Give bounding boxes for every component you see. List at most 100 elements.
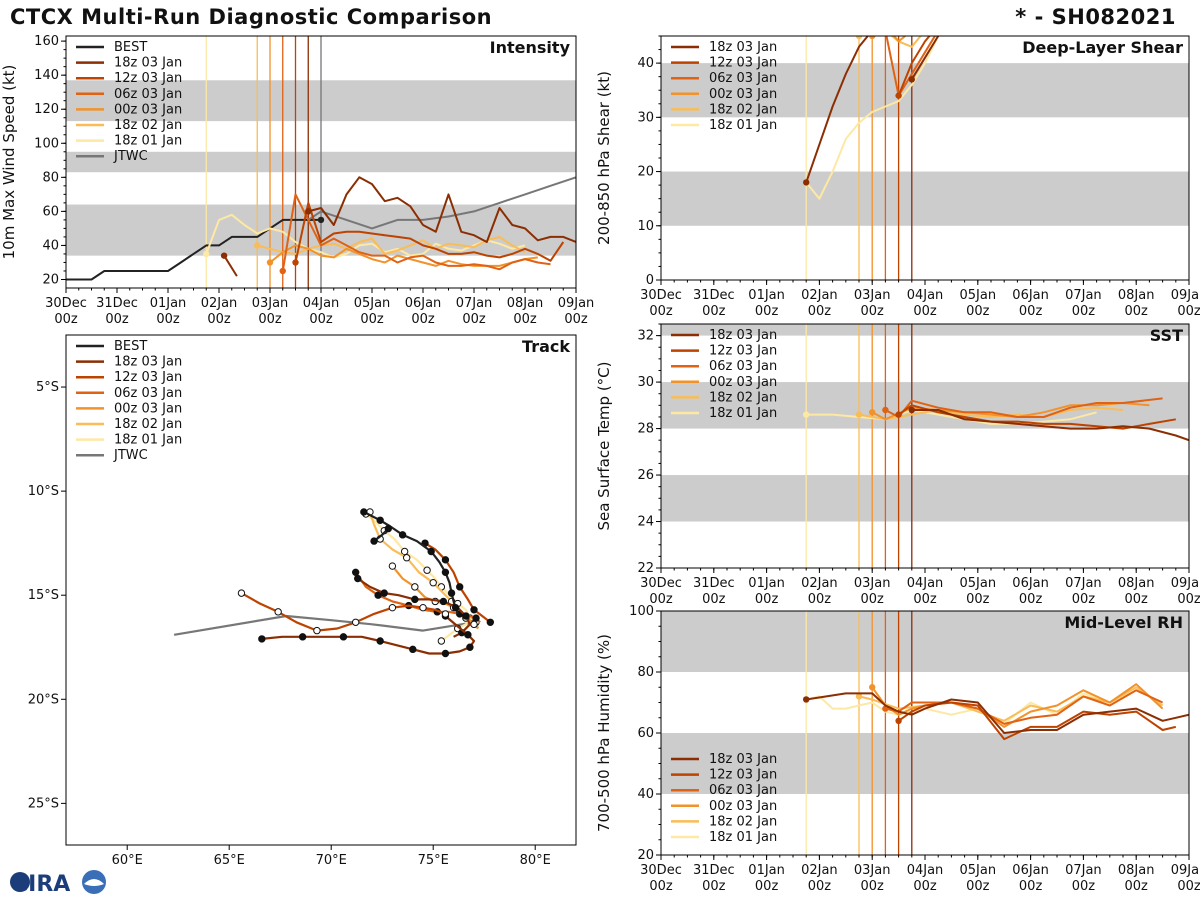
rh-xtick-label: 00z xyxy=(1125,879,1149,894)
track-point-18z-02-jan xyxy=(402,554,411,562)
track-line-jtwc-0 xyxy=(173,614,475,636)
track-point-18z-03-jan xyxy=(339,633,348,641)
shear-legend-label-18z-01-jan: 18z 01 Jan xyxy=(709,118,777,133)
rh-xtick-label: 31Dec xyxy=(693,863,735,878)
shear-series-12z-03-jan-5 xyxy=(897,36,931,96)
intensity-xtick-label: 00z xyxy=(309,312,333,327)
sst-marker-12z-03-jan xyxy=(895,411,902,418)
rh-marker-18z-02-jan xyxy=(855,693,863,700)
sst-xtick-label: 03Jan xyxy=(854,576,891,591)
intensity-xtick-label: 05Jan xyxy=(354,296,391,311)
shear-xtick-label: 00z xyxy=(861,304,885,319)
shear-xtick-label: 06Jan xyxy=(1012,288,1049,303)
intensity-ylabel: 10m Max Wind Speed (kt) xyxy=(0,65,18,260)
sst-xtick-label: 00z xyxy=(649,592,673,607)
track-ytick-label: 25°S xyxy=(28,796,59,811)
track-point-12z-03-jan xyxy=(486,618,495,626)
track-point-12z-03-jan xyxy=(351,618,360,626)
rh-series-18z-03-jan-5 xyxy=(806,692,1189,734)
track-legend-label-00z-03-jan: 00z 03 Jan xyxy=(114,401,182,416)
rh-band-0 xyxy=(661,733,1189,794)
shear-marker-00z-03-jan xyxy=(869,36,876,40)
rh-ytick-label: 80 xyxy=(637,665,654,680)
rh-xtick-label: 00z xyxy=(966,879,990,894)
sst-xtick-label: 00z xyxy=(1019,592,1043,607)
rh-ylabel: 700-500 hPa Humidity (%) xyxy=(595,634,613,832)
track-point-best xyxy=(441,568,450,577)
track-point-06z-03-jan xyxy=(472,614,480,622)
intensity-legend-label-18z-01-jan: 18z 01 Jan xyxy=(114,134,182,149)
intensity-series-jtwc-1 xyxy=(307,176,576,230)
intensity-xtick-label: 00z xyxy=(105,312,129,327)
sst-band-0 xyxy=(661,475,1189,522)
track-point-18z-03-jan xyxy=(411,595,419,604)
sst-xtick-label: 05Jan xyxy=(960,576,997,591)
rh-xtick-label: 00z xyxy=(702,879,726,894)
intensity-marker-best xyxy=(317,216,325,224)
track-legend-label-06z-03-jan: 06z 03 Jan xyxy=(114,386,182,401)
cira-logo: CIRA xyxy=(10,870,106,897)
sst-xtick-label: 02Jan xyxy=(801,576,838,591)
intensity-xtick-label: 00z xyxy=(360,312,384,327)
sst-marker-18z-03-jan xyxy=(908,406,915,414)
shear-legend-label-00z-03-jan: 00z 03 Jan xyxy=(709,87,777,102)
rh-xtick-label: 00z xyxy=(649,879,673,894)
shear-xtick-label: 07Jan xyxy=(1065,288,1102,303)
rh-legend-label-12z-03-jan: 12z 03 Jan xyxy=(709,768,777,783)
intensity-title: Intensity xyxy=(490,38,571,57)
track-point-18z-03-jan xyxy=(464,631,472,639)
track-point-00z-03-jan xyxy=(388,562,397,570)
track-xtick-label: 70°E xyxy=(316,853,347,868)
rh-xtick-label: 00z xyxy=(861,879,885,894)
rh-marker-00z-03-jan xyxy=(869,684,876,691)
track-point-18z-02-jan xyxy=(429,579,437,587)
shear-band-0 xyxy=(661,171,1189,226)
rh-marker-18z-03-jan xyxy=(803,696,810,703)
intensity-ytick-label: 40 xyxy=(42,238,59,253)
sst-xtick-label: 07Jan xyxy=(1065,576,1102,591)
shear-legend-label-18z-03-jan: 18z 03 Jan xyxy=(709,40,777,55)
sst-xtick-label: 04Jan xyxy=(907,576,944,591)
track-point-18z-03-jan xyxy=(354,574,362,583)
intensity-marker-18z-03-jan xyxy=(305,208,312,215)
track-point-12z-03-jan xyxy=(419,603,427,612)
sst-xtick-label: 09Jan xyxy=(1171,576,1200,591)
sst-xtick-label: 00z xyxy=(1072,592,1096,607)
intensity-ytick-label: 120 xyxy=(34,102,59,117)
intensity-legend-label-18z-02-jan: 18z 02 Jan xyxy=(114,118,182,133)
shear-band-1 xyxy=(661,63,1189,118)
intensity-xtick-label: 00z xyxy=(207,312,231,327)
track-point-06z-03-jan xyxy=(351,568,360,577)
track-point-12z-03-jan xyxy=(441,556,450,564)
rh-xtick-label: 01Jan xyxy=(748,863,785,878)
shear-panel: 01020304030Dec00z31Dec00z01Jan00z02Jan00… xyxy=(595,27,1200,319)
shear-marker-06z-03-jan xyxy=(882,27,888,33)
rh-legend-label-18z-02-jan: 18z 02 Jan xyxy=(709,814,777,829)
sst-ylabel: Sea Surface Temp (°C) xyxy=(595,361,613,530)
shear-legend-label-12z-03-jan: 12z 03 Jan xyxy=(709,56,777,71)
rh-xtick-label: 04Jan xyxy=(907,863,944,878)
shear-xtick-label: 03Jan xyxy=(854,288,891,303)
shear-xtick-label: 08Jan xyxy=(1118,288,1155,303)
track-legend-label-18z-01-jan: 18z 01 Jan xyxy=(114,433,182,448)
figure-title: CTCX Multi-Run Diagnostic Comparison xyxy=(10,5,493,29)
logo-text: CIRA xyxy=(12,872,70,897)
rh-series-06z-03-jan-3 xyxy=(885,689,1164,725)
sst-panel: 22242628303230Dec00z31Dec00z01Jan00z02Ja… xyxy=(595,323,1200,607)
sst-xtick-label: 00z xyxy=(966,592,990,607)
rh-xtick-label: 08Jan xyxy=(1118,863,1155,878)
shear-series-18z-01-jan-0 xyxy=(805,36,940,200)
track-ytick-label: 10°S xyxy=(28,484,59,499)
intensity-legend-label-best: BEST xyxy=(114,40,147,55)
rh-legend-label-00z-03-jan: 00z 03 Jan xyxy=(709,799,777,814)
sst-ytick-label: 32 xyxy=(637,329,654,344)
rh-xtick-label: 02Jan xyxy=(801,863,838,878)
rh-xtick-label: 00z xyxy=(1177,879,1200,894)
track-point-18z-03-jan xyxy=(376,637,384,645)
shear-ytick-label: 10 xyxy=(637,219,654,234)
sst-xtick-label: 00z xyxy=(913,592,937,607)
shear-xtick-label: 00z xyxy=(1177,304,1200,319)
track-point-12z-03-jan xyxy=(470,606,478,614)
